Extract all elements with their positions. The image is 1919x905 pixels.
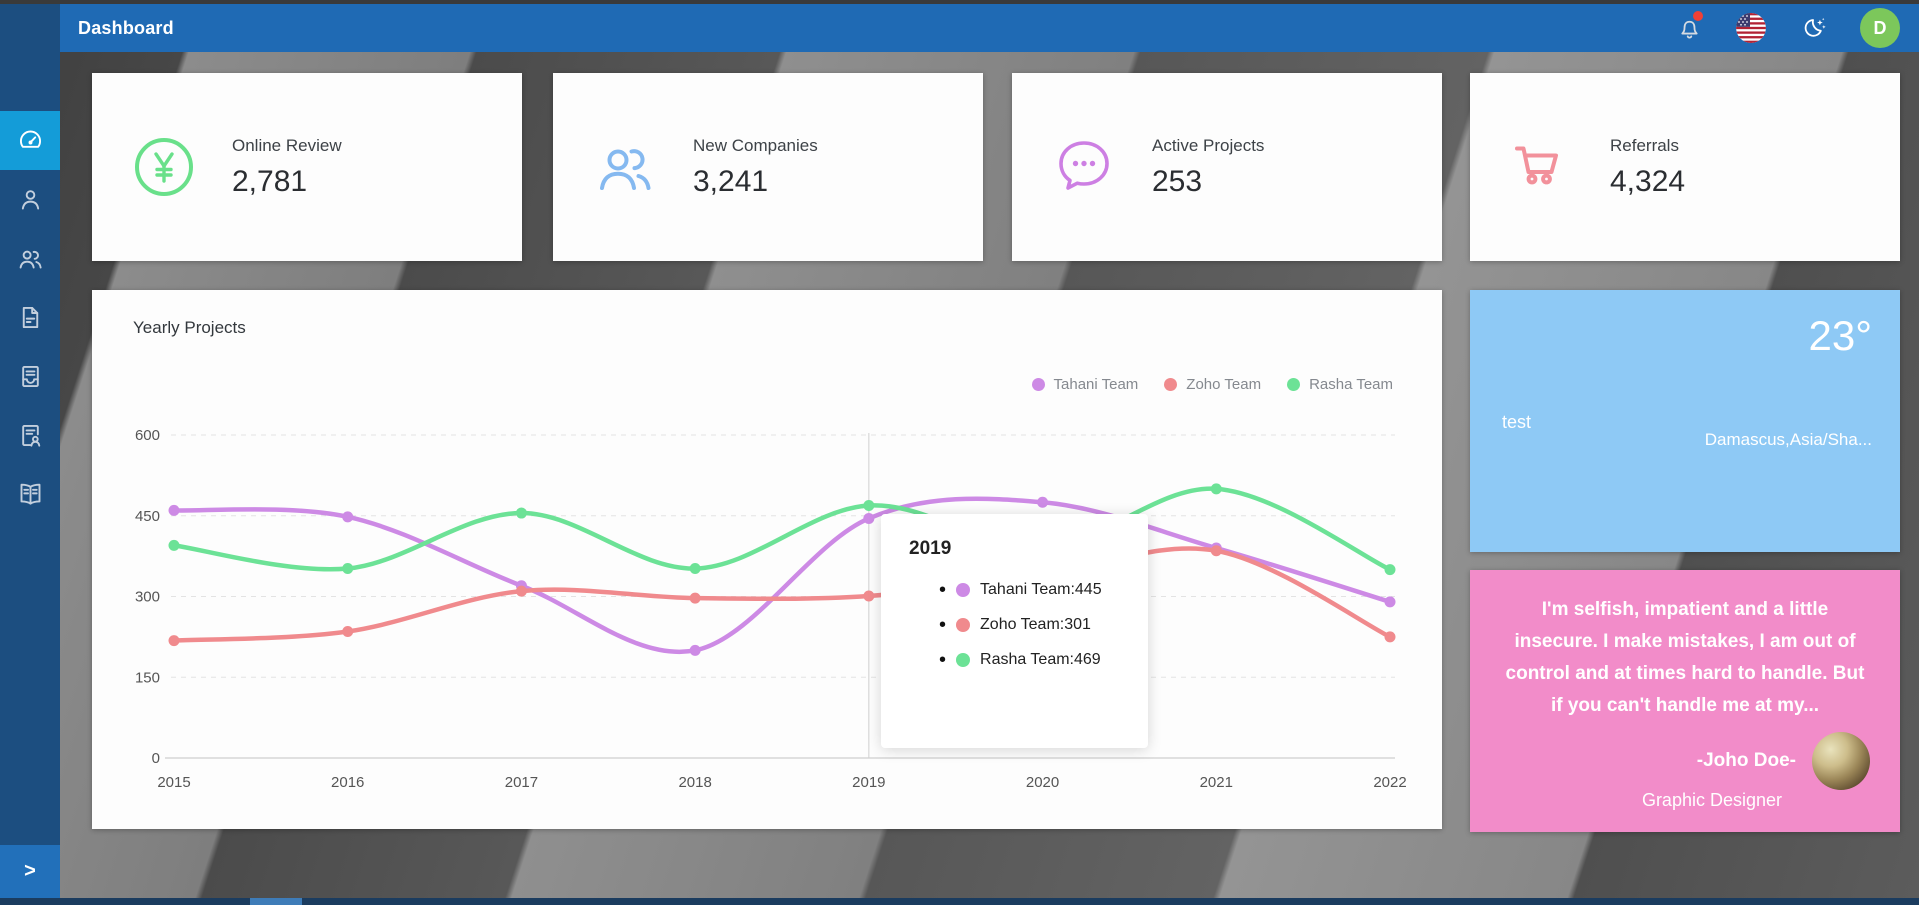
notification-badge	[1693, 11, 1703, 21]
notifications-button[interactable]	[1674, 11, 1704, 43]
svg-text:150: 150	[135, 669, 160, 686]
moon-sparkles-icon	[1800, 15, 1827, 42]
file-icon	[17, 304, 44, 331]
stat-card-active-projects: Active Projects 253	[1012, 73, 1442, 261]
tooltip-row: • Rasha Team:469	[939, 649, 1101, 671]
sidebar	[0, 4, 60, 845]
legend-item-zoho[interactable]: Zoho Team	[1164, 376, 1261, 393]
legend-item-rasha[interactable]: Rasha Team	[1287, 376, 1393, 393]
svg-text:450: 450	[135, 508, 160, 525]
stat-value: 4,324	[1610, 164, 1686, 198]
weather-temperature: 23°	[1808, 312, 1872, 359]
stat-value: 253	[1152, 164, 1203, 198]
legend-dot	[1287, 378, 1301, 391]
quote-card: I'm selfish, impatient and a little inse…	[1470, 570, 1900, 832]
us-flag-icon	[1736, 13, 1766, 43]
svg-text:2022: 2022	[1373, 774, 1406, 791]
chevron-right-icon: >	[24, 860, 36, 882]
language-button[interactable]	[1736, 13, 1766, 43]
page-title: Dashboard	[78, 17, 174, 38]
tooltip-row: • Zoho Team:301	[939, 614, 1091, 636]
svg-text:2020: 2020	[1026, 774, 1059, 791]
legend-dot	[1164, 378, 1178, 391]
svg-text:2018: 2018	[678, 774, 711, 791]
contract-icon	[17, 422, 44, 449]
stat-card-referrals: Referrals 4,324	[1470, 73, 1900, 261]
users-icon	[17, 245, 44, 272]
tooltip-row: • Tahani Team:445	[939, 579, 1102, 601]
svg-text:2017: 2017	[505, 774, 538, 791]
sidebar-item-dashboard[interactable]	[0, 111, 60, 170]
weather-location: Damascus,Asia/Sha...	[1704, 430, 1872, 449]
series-dot	[956, 618, 971, 632]
chart-tooltip: 2019 • Tahani Team:445 • Zoho Team:301 •…	[881, 514, 1148, 748]
taskbar-edge-highlight	[250, 898, 302, 905]
svg-text:2015: 2015	[157, 774, 190, 791]
svg-text:2021: 2021	[1200, 774, 1233, 791]
yearly-projects-line-chart[interactable]: 0 150 300 450 600 2015 2016 2017 2018 2019 2020 202…	[92, 290, 1442, 829]
users-group-icon	[593, 135, 657, 199]
bell-icon	[1676, 15, 1703, 42]
weather-name: test	[1502, 412, 1532, 432]
sidebar-item-invoices[interactable]	[0, 347, 60, 406]
quote-author: -Joho Doe-	[1696, 749, 1796, 771]
chart-title: Yearly Projects	[133, 318, 246, 337]
taskbar-edge	[0, 898, 1919, 905]
stat-card-new-companies: New Companies 3,241	[553, 73, 983, 261]
svg-text:0: 0	[152, 750, 160, 767]
legend-dot	[1031, 378, 1045, 391]
user-avatar[interactable]: D	[1860, 8, 1900, 48]
stat-label: Online Review	[232, 135, 342, 155]
yearly-projects-card: Yearly Projects Tahani Team Zoho Team Ra…	[92, 290, 1442, 829]
stat-label: Referrals	[1610, 135, 1679, 155]
sidebar-item-docs[interactable]	[0, 465, 60, 524]
sidebar-item-contracts[interactable]	[0, 406, 60, 465]
invoice-icon	[17, 363, 44, 390]
stat-value: 2,781	[232, 164, 308, 198]
sidebar-item-users[interactable]	[0, 229, 60, 288]
series-dot	[956, 583, 971, 597]
yen-circle-icon	[132, 135, 196, 199]
chat-bubble-icon	[1052, 135, 1116, 199]
dark-mode-toggle[interactable]	[1798, 13, 1828, 43]
stat-label: New Companies	[693, 135, 818, 155]
user-icon	[17, 186, 44, 213]
legend-item-tahani[interactable]: Tahani Team	[1031, 376, 1138, 393]
chart-legend: Tahani Team Zoho Team Rasha Team	[1031, 376, 1393, 393]
topbar-actions: D	[1674, 8, 1919, 48]
svg-text:600: 600	[135, 427, 160, 444]
quote-role: Graphic Designer	[1641, 789, 1782, 810]
sidebar-item-files[interactable]	[0, 288, 60, 347]
screen-top-strip	[0, 0, 1919, 4]
stat-label: Active Projects	[1152, 135, 1265, 155]
sidebar-item-user[interactable]	[0, 170, 60, 229]
book-icon	[17, 481, 44, 508]
sidebar-expand-button[interactable]: >	[0, 845, 60, 898]
quote-text: I'm selfish, impatient and a little inse…	[1505, 599, 1865, 716]
series-dot	[956, 653, 971, 667]
stat-card-online-review: Online Review 2,781	[92, 73, 522, 261]
svg-text:2019: 2019	[852, 774, 885, 791]
cart-icon	[1510, 135, 1574, 199]
svg-text:300: 300	[135, 589, 160, 606]
tooltip-year: 2019	[909, 538, 952, 559]
svg-text:2016: 2016	[331, 774, 364, 791]
author-avatar	[1812, 731, 1870, 790]
topbar: Dashboard	[60, 4, 1919, 52]
stat-value: 3,241	[693, 164, 769, 198]
dashboard-gauge-icon	[17, 127, 44, 154]
weather-card: 23° test Damascus,Asia/Sha...	[1470, 290, 1900, 552]
